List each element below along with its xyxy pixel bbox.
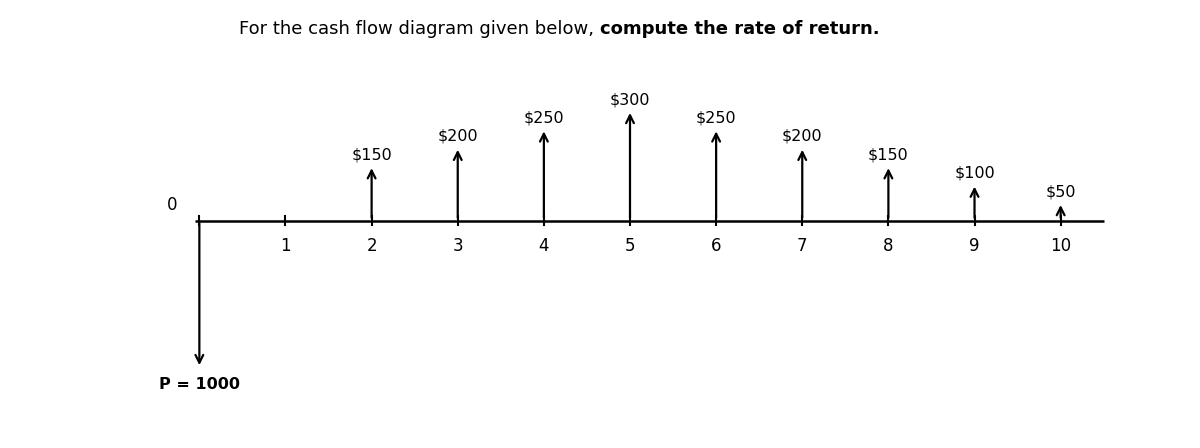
- Text: 2: 2: [366, 237, 377, 255]
- Text: $300: $300: [610, 92, 650, 107]
- Text: 1: 1: [280, 237, 290, 255]
- Text: 3: 3: [452, 237, 463, 255]
- Text: 0: 0: [167, 196, 178, 214]
- Text: 8: 8: [883, 237, 894, 255]
- Text: $50: $50: [1045, 184, 1076, 199]
- Text: $250: $250: [523, 111, 564, 125]
- Text: $200: $200: [438, 129, 478, 144]
- Text: 6: 6: [710, 237, 721, 255]
- Text: P = 1000: P = 1000: [158, 377, 240, 392]
- Text: compute the rate of return.: compute the rate of return.: [600, 20, 880, 38]
- Text: 9: 9: [970, 237, 979, 255]
- Text: $250: $250: [696, 111, 737, 125]
- Text: 5: 5: [625, 237, 635, 255]
- Text: 10: 10: [1050, 237, 1072, 255]
- Text: 4: 4: [539, 237, 550, 255]
- Text: 7: 7: [797, 237, 808, 255]
- Text: $200: $200: [782, 129, 822, 144]
- Text: $100: $100: [954, 166, 995, 181]
- Text: For the cash flow diagram given below,: For the cash flow diagram given below,: [239, 20, 600, 38]
- Text: $150: $150: [868, 147, 908, 163]
- Text: $150: $150: [352, 147, 392, 163]
